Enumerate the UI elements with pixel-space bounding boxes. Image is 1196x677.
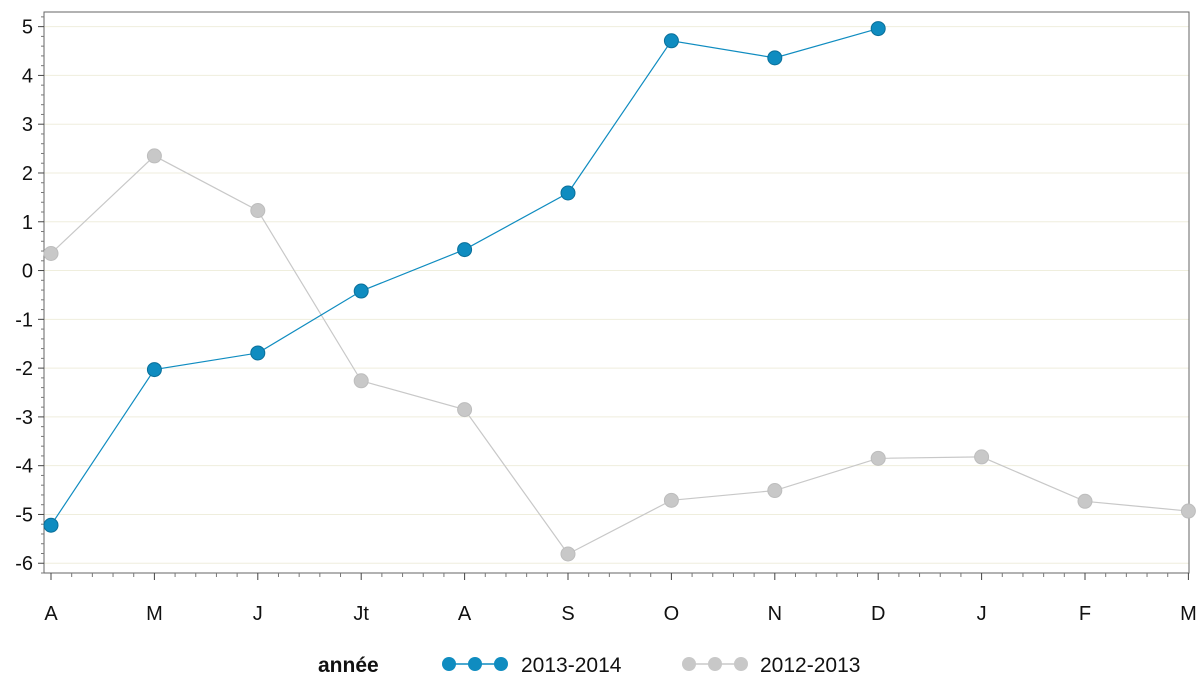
data-point <box>767 50 783 66</box>
x-tick-label: D <box>871 603 885 625</box>
y-tick-label: 3 <box>22 114 33 136</box>
y-tick-label: 1 <box>22 212 33 234</box>
y-tick-label: -2 <box>15 358 33 380</box>
data-point <box>250 345 266 361</box>
legend-marker <box>734 657 748 671</box>
y-tick-label: -4 <box>15 456 33 478</box>
legend-marker <box>494 657 508 671</box>
data-point <box>870 21 886 37</box>
legend-title: année <box>318 654 379 677</box>
series-2012-2013 <box>43 148 1196 562</box>
data-point <box>974 449 990 465</box>
data-point <box>560 185 576 201</box>
y-tick-label: 5 <box>22 17 33 39</box>
data-point <box>767 483 783 499</box>
data-point <box>43 245 59 261</box>
data-point <box>457 242 473 258</box>
x-axis: A M J Jt A S O N D J F M <box>44 573 1196 625</box>
data-point <box>146 148 162 164</box>
data-point <box>1077 493 1093 509</box>
data-point <box>1180 503 1196 519</box>
series-layer <box>43 21 1196 562</box>
legend: année 2013-2014 2012-2013 <box>318 654 860 677</box>
x-tick-label: M <box>146 603 163 625</box>
y-tick-label: 2 <box>22 163 33 185</box>
y-tick-label: 0 <box>22 261 33 283</box>
y-tick-label: -5 <box>15 504 33 526</box>
series-line <box>50 28 879 526</box>
legend-label: 2013-2014 <box>521 654 622 677</box>
gridlines <box>44 26 1189 564</box>
x-tick-label: M <box>1180 603 1196 625</box>
series-2013-2014 <box>43 21 886 533</box>
x-tick-label: O <box>664 603 680 625</box>
data-point <box>457 402 473 418</box>
series-line <box>50 155 1189 555</box>
data-point <box>870 450 886 466</box>
data-point <box>250 203 266 219</box>
y-axis: 5 4 3 2 1 0 -1 -2 -3 -4 -5 -6 <box>15 16 44 575</box>
x-tick-label: A <box>44 603 58 625</box>
x-tick-label: S <box>561 603 574 625</box>
data-point <box>353 283 369 299</box>
legend-marker <box>682 657 696 671</box>
y-tick-label: 4 <box>22 65 33 87</box>
x-tick-label: Jt <box>353 603 369 625</box>
data-point <box>560 546 576 562</box>
data-point <box>43 517 59 533</box>
legend-item: 2012-2013 <box>682 654 860 677</box>
data-point <box>146 362 162 378</box>
x-tick-label: J <box>253 603 263 625</box>
y-tick-label: -3 <box>15 407 33 429</box>
legend-marker <box>708 657 722 671</box>
data-point <box>663 33 679 49</box>
legend-item: 2013-2014 <box>442 654 622 677</box>
legend-label: 2012-2013 <box>760 654 860 677</box>
legend-marker <box>442 657 456 671</box>
y-tick-label: -6 <box>15 553 33 575</box>
plot-frame <box>43 11 1190 574</box>
x-tick-label: F <box>1079 603 1091 625</box>
x-tick-label: A <box>458 603 472 625</box>
data-point <box>353 373 369 389</box>
x-tick-label: J <box>977 603 987 625</box>
legend-marker <box>468 657 482 671</box>
y-tick-label: -1 <box>15 309 33 331</box>
x-tick-label: N <box>768 603 782 625</box>
data-point <box>663 492 679 508</box>
